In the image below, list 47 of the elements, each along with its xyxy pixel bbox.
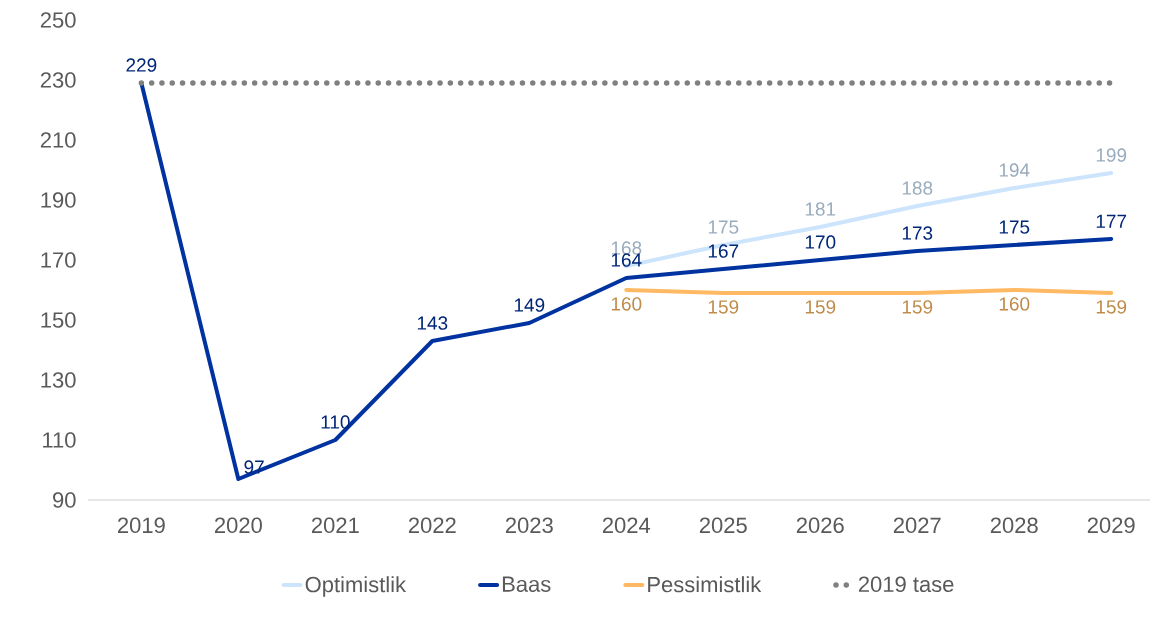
x-tick-label: 2024 [602,517,651,534]
data-label: 229 [126,58,157,72]
x-tick-label: 2021 [311,517,359,534]
data-label: 110 [321,415,350,429]
y-tick-label: 210 [40,132,76,148]
data-label: 159 [805,300,836,314]
data-label: 143 [417,316,448,330]
data-label: 159 [902,300,933,314]
y-tick-label: 250 [40,12,76,28]
y-tick-label: 170 [41,252,76,268]
legend-label: Pessimistlik [648,576,762,593]
x-tick-label: 2026 [796,517,844,534]
data-label: 194 [999,163,1030,177]
x-tick-label: 2029 [1087,517,1135,534]
x-tick-label: 2023 [505,517,553,534]
data-label: 167 [708,244,739,258]
x-tick-label: 2022 [408,517,456,534]
data-label: 160 [611,297,642,311]
data-label: 97 [244,460,264,474]
data-label: 160 [999,297,1030,311]
y-tick-label: 110 [43,432,76,448]
data-label: 175 [708,220,739,234]
y-tick-label: 150 [41,312,76,328]
data-label: 168 [611,241,642,255]
data-label: 170 [805,235,836,249]
legend-label: Baas [502,576,551,592]
y-tick-label: 130 [41,372,76,388]
data-label: 149 [514,298,545,312]
y-tick-label: 90 [53,492,76,508]
data-label: 177 [1096,214,1127,228]
data-label: 188 [902,181,933,195]
legend-label: Optimistlik [305,576,407,597]
legend-label: 2019 tase [858,576,954,593]
data-label: 159 [1096,300,1127,314]
y-tick-label: 190 [41,192,76,208]
data-label: 164 [611,253,642,267]
x-tick-label: 2019 [117,517,165,534]
y-tick-label: 230 [40,72,76,88]
x-tick-label: 2025 [699,517,747,534]
data-label: 181 [805,202,836,216]
data-label: 199 [1096,148,1127,162]
data-label: 175 [999,220,1030,234]
x-tick-label: 2020 [214,517,262,534]
data-label: 173 [902,226,933,240]
x-tick-label: 2028 [990,517,1038,534]
x-tick-label: 2027 [893,517,941,534]
data-label: 159 [708,300,739,314]
